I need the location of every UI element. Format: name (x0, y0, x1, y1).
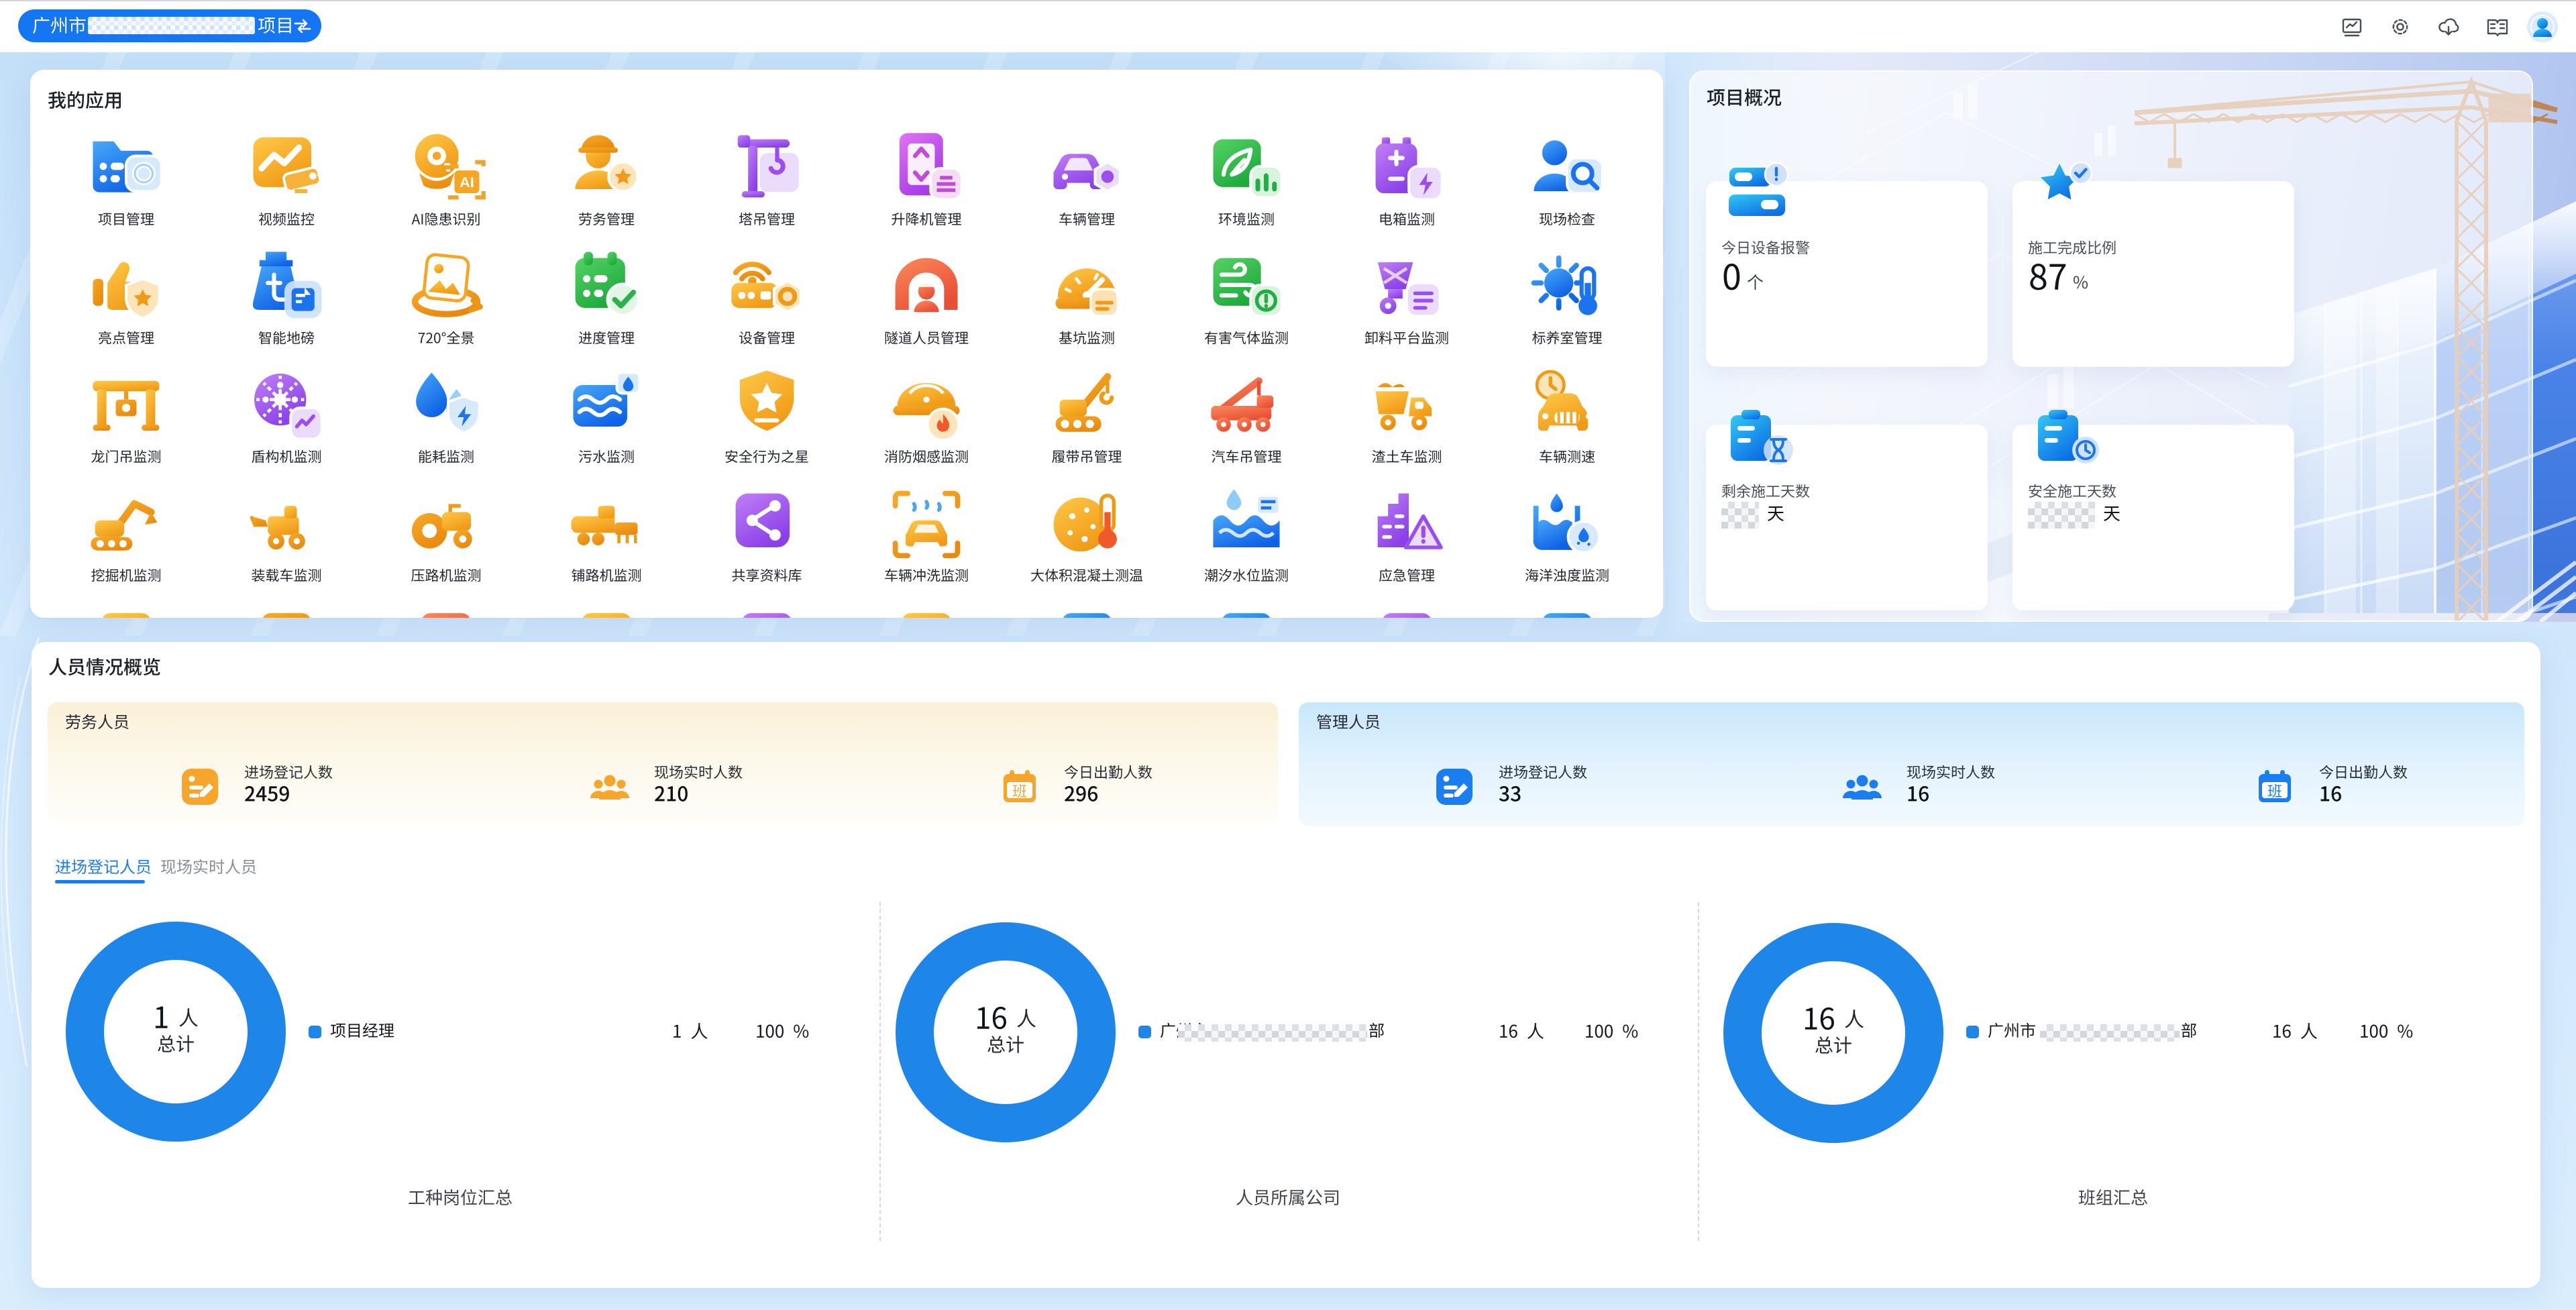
svg-text:AI: AI (460, 174, 475, 190)
